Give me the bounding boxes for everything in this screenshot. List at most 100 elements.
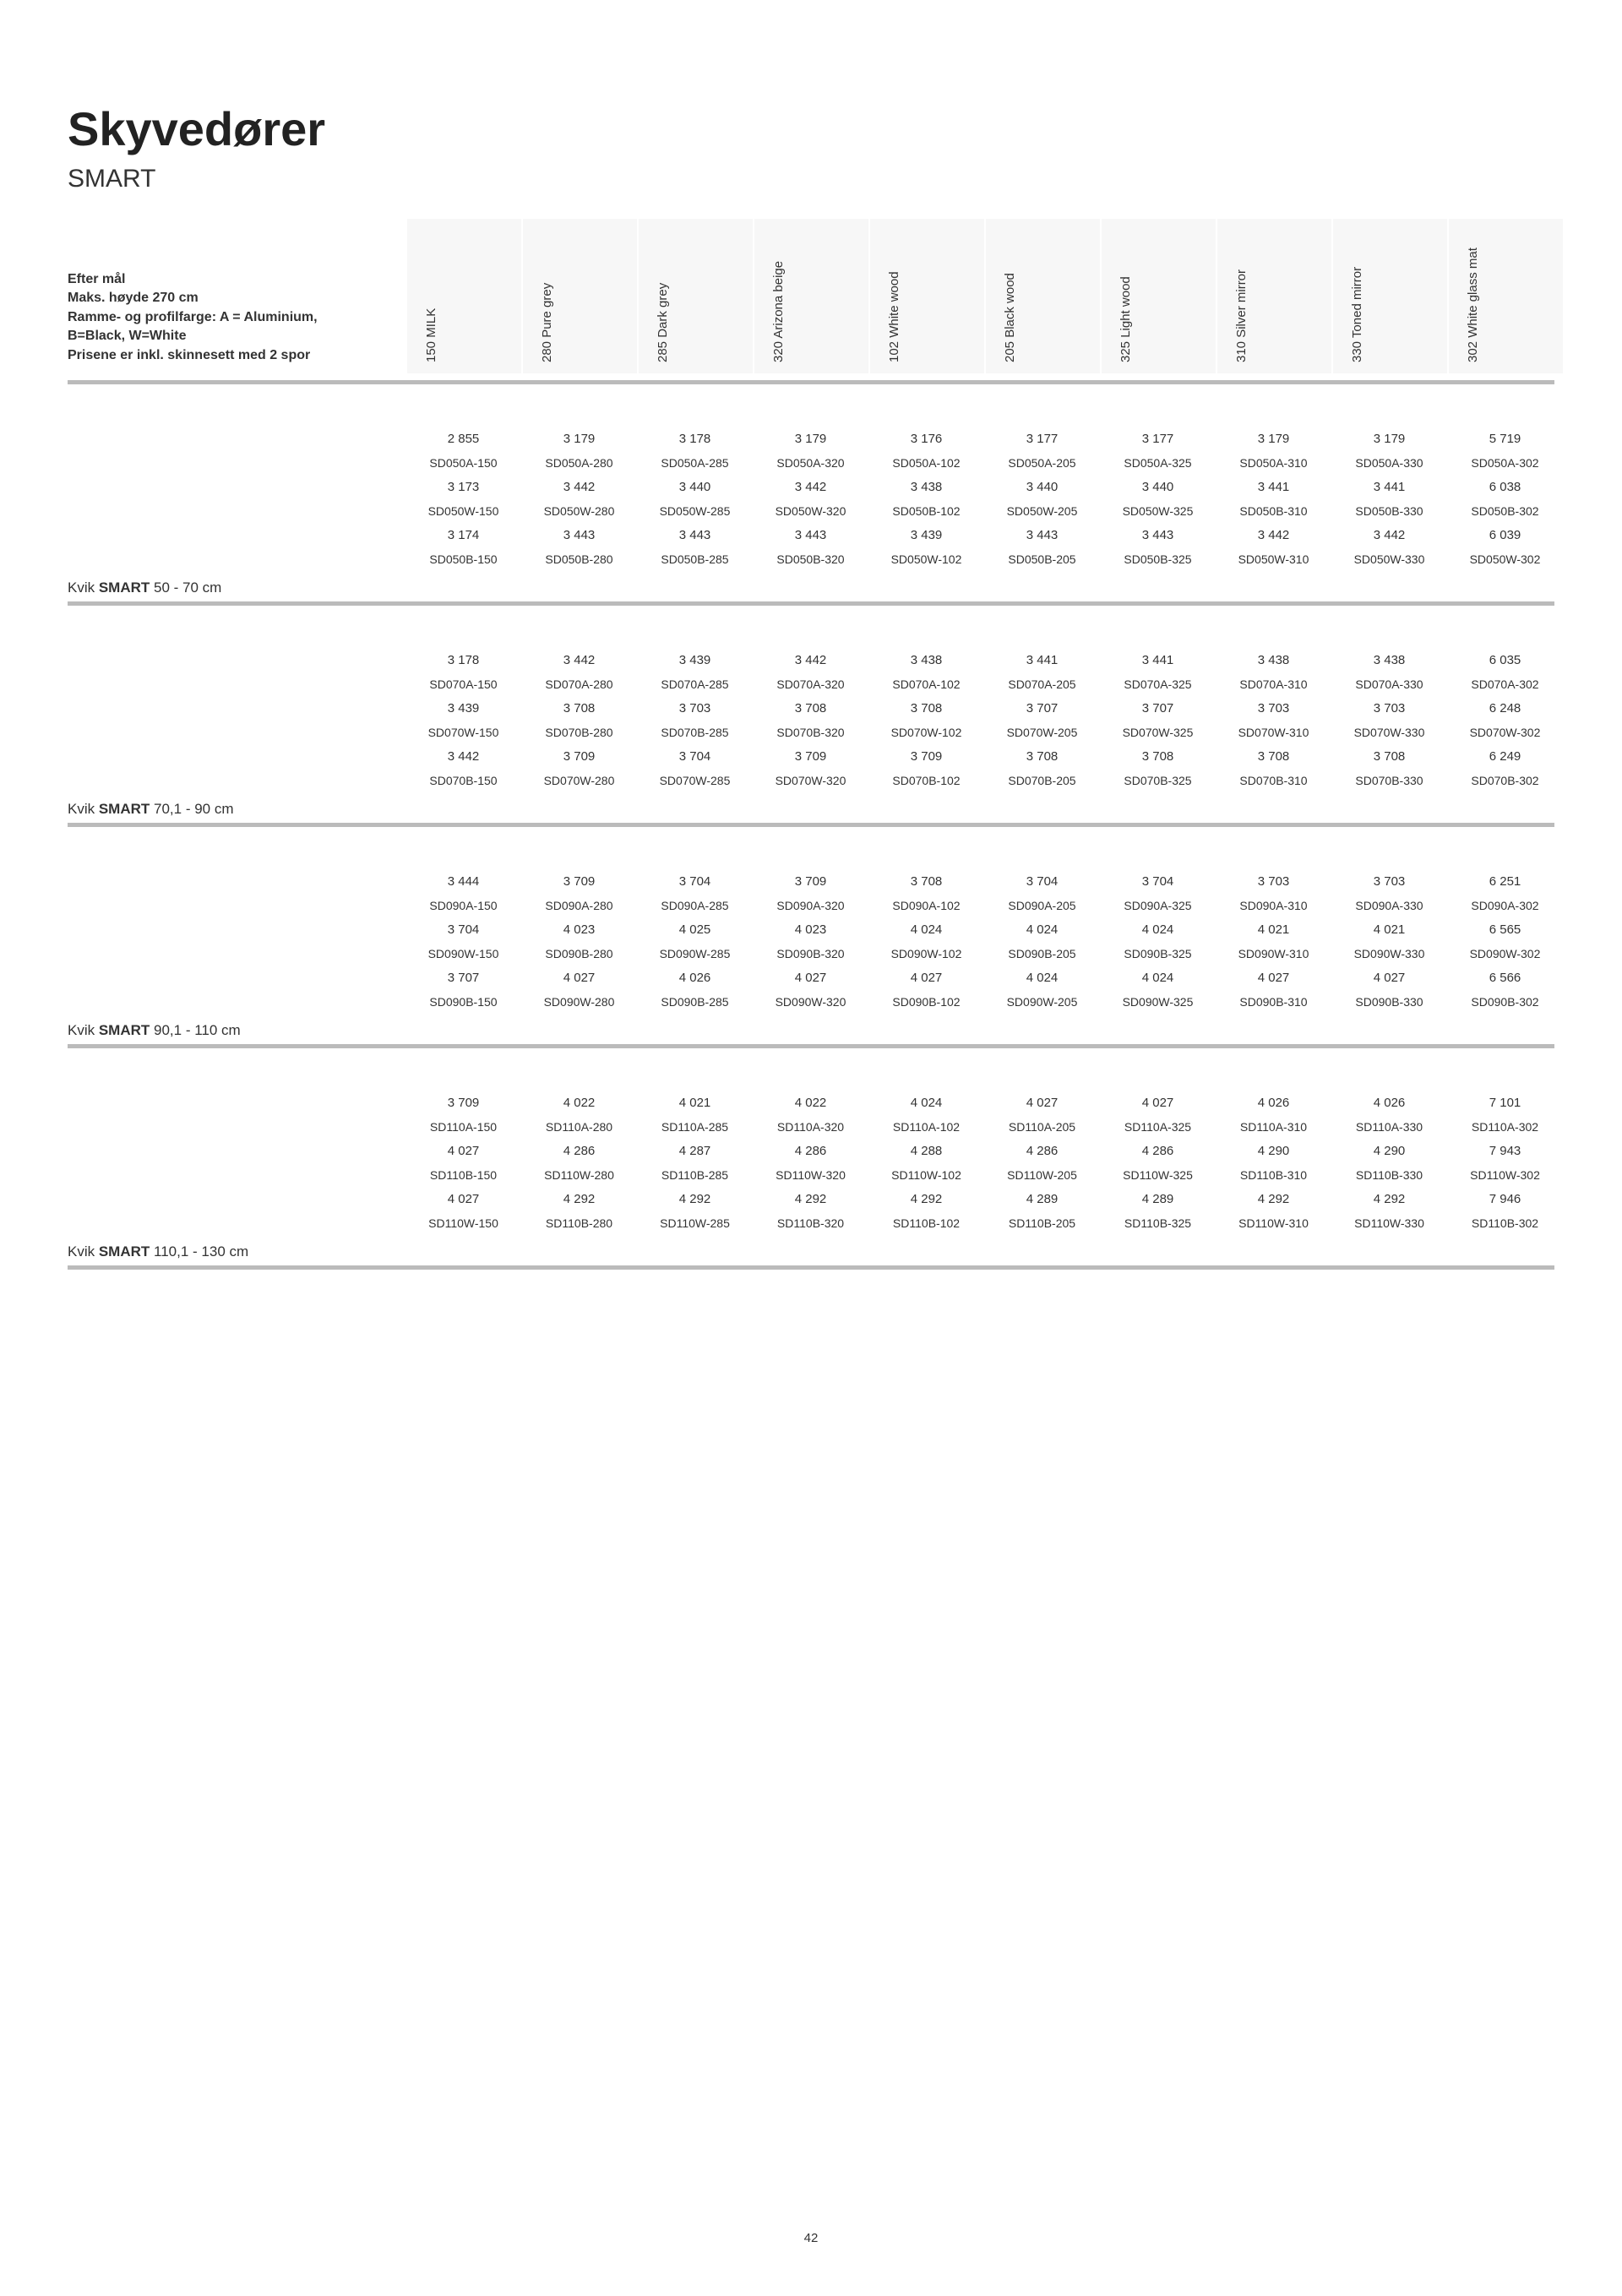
price-cell: 3 442 [753,648,868,672]
sku-row: SD050B-150SD050B-280SD050B-285SD050B-320… [68,547,1554,571]
price-cell: 4 027 [868,966,984,990]
sku-cell: SD050B-280 [521,547,637,571]
price-row: 3 7094 0224 0214 0224 0244 0274 0274 026… [68,1091,1554,1115]
price-cell: 4 024 [868,1091,984,1115]
sku-cell: SD090B-285 [637,990,753,1014]
section-label-row: Kvik SMART 70,1 - 90 cm [68,801,1554,827]
sku-cell: SD050B-102 [868,499,984,523]
price-cell: 3 442 [1216,523,1331,547]
sku-cell: SD070W-320 [753,769,868,792]
sku-cell: SD110W-205 [984,1163,1100,1187]
price-cell: 3 709 [868,744,984,769]
price-cell: 3 440 [984,475,1100,499]
price-cell: 4 292 [637,1187,753,1211]
sku-cell: SD090A-325 [1100,894,1216,917]
section-label-row: Kvik SMART 110,1 - 130 cm [68,1243,1554,1270]
sku-cell: SD050A-150 [406,451,521,475]
sku-cell: SD070W-302 [1447,721,1563,744]
price-cell: 3 176 [868,427,984,451]
sku-cell: SD070A-302 [1447,672,1563,696]
price-row: 3 4443 7093 7043 7093 7083 7043 7043 703… [68,869,1554,894]
sku-cell: SD050W-310 [1216,547,1331,571]
price-cell: 3 179 [753,427,868,451]
column-header: 310 Silver mirror [1217,219,1331,373]
price-cell: 3 444 [406,869,521,894]
note-line: Prisene er inkl. skinnesett med 2 spor [68,346,363,365]
sku-cell: SD090A-330 [1331,894,1447,917]
price-cell: 4 287 [637,1139,753,1163]
price-cell: 4 022 [753,1091,868,1115]
price-cell: 3 708 [1100,744,1216,769]
price-cell: 3 441 [1331,475,1447,499]
price-cell: 6 035 [1447,648,1563,672]
sku-cell: SD110A-325 [1100,1115,1216,1139]
sku-cell: SD050W-302 [1447,547,1563,571]
price-cell: 3 703 [1216,869,1331,894]
page-title: Skyvedører [68,101,1554,156]
sku-cell: SD070W-280 [521,769,637,792]
price-cell: 4 292 [1331,1187,1447,1211]
sku-cell: SD110A-310 [1216,1115,1331,1139]
sku-cell: SD110B-205 [984,1211,1100,1235]
sku-cell: SD090W-330 [1331,942,1447,966]
sku-cell: SD090B-150 [406,990,521,1014]
sku-cell: SD110W-330 [1331,1211,1447,1235]
sku-cell: SD070W-310 [1216,721,1331,744]
sku-cell: SD050W-102 [868,547,984,571]
sku-cell: SD110B-302 [1447,1211,1563,1235]
price-cell: 3 439 [637,648,753,672]
sku-cell: SD070B-325 [1100,769,1216,792]
sku-cell: SD050A-102 [868,451,984,475]
price-cell: 3 703 [1331,869,1447,894]
sku-cell: SD110W-302 [1447,1163,1563,1187]
price-cell: 3 704 [984,869,1100,894]
page-subtitle: SMART [68,165,1554,193]
sku-cell: SD050B-330 [1331,499,1447,523]
sku-row: SD070A-150SD070A-280SD070A-285SD070A-320… [68,672,1554,696]
price-cell: 4 292 [521,1187,637,1211]
price-cell: 3 441 [1216,475,1331,499]
sku-cell: SD070B-310 [1216,769,1331,792]
price-cell: 3 440 [637,475,753,499]
price-cell: 3 704 [406,917,521,942]
sku-cell: SD050W-285 [637,499,753,523]
price-section: 2 8553 1793 1783 1793 1763 1773 1773 179… [68,427,1554,606]
price-cell: 3 703 [1216,696,1331,721]
price-cell: 6 251 [1447,869,1563,894]
sku-cell: SD070W-330 [1331,721,1447,744]
sku-cell: SD090A-150 [406,894,521,917]
price-cell: 3 173 [406,475,521,499]
sku-cell: SD110W-150 [406,1211,521,1235]
price-cell: 3 709 [406,1091,521,1115]
sku-cell: SD070B-285 [637,721,753,744]
notes-block: Efter målMaks. høyde 270 cmRamme- og pro… [68,270,363,365]
price-cell: 4 286 [984,1139,1100,1163]
price-cell: 4 021 [1331,917,1447,942]
section-label-row: Kvik SMART 50 - 70 cm [68,579,1554,606]
price-cell: 4 292 [753,1187,868,1211]
sku-cell: SD110B-102 [868,1211,984,1235]
sku-cell: SD110B-150 [406,1163,521,1187]
price-cell: 4 286 [753,1139,868,1163]
sku-cell: SD090B-205 [984,942,1100,966]
price-cell: 4 021 [1216,917,1331,942]
header-row: Efter målMaks. høyde 270 cmRamme- og pro… [68,219,1554,384]
section-label: Kvik SMART 70,1 - 90 cm [68,801,406,818]
sku-cell: SD070A-320 [753,672,868,696]
price-cell: 4 027 [1216,966,1331,990]
price-cell: 3 438 [868,475,984,499]
sku-cell: SD070A-150 [406,672,521,696]
sku-cell: SD110W-310 [1216,1211,1331,1235]
sku-cell: SD090W-285 [637,942,753,966]
price-cell: 3 704 [637,744,753,769]
sku-cell: SD090A-285 [637,894,753,917]
column-header: 205 Black wood [986,219,1100,373]
price-cell: 3 704 [1100,869,1216,894]
note-line: Ramme- og profilfarge: A = Aluminium, B=… [68,308,363,346]
sku-cell: SD110W-102 [868,1163,984,1187]
price-cell: 3 439 [868,523,984,547]
sku-cell: SD050B-150 [406,547,521,571]
sku-cell: SD090B-320 [753,942,868,966]
sku-cell: SD090A-280 [521,894,637,917]
sku-cell: SD090W-205 [984,990,1100,1014]
